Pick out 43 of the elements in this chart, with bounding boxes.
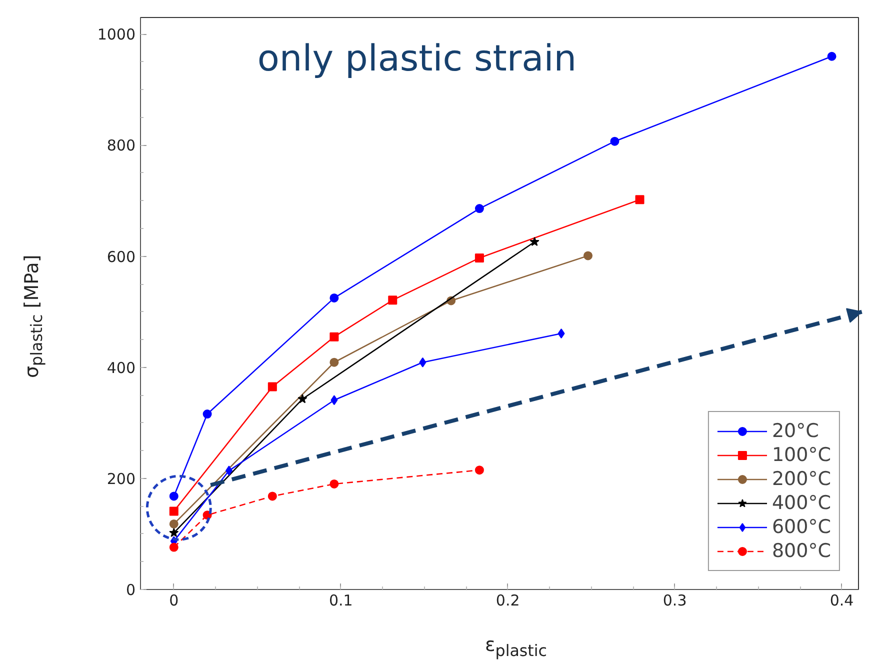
point [419, 357, 426, 368]
point [474, 253, 484, 262]
y-tick-label: 600 [106, 248, 136, 266]
point [558, 328, 565, 338]
point [268, 382, 277, 392]
legend-label: 20°C [772, 420, 819, 442]
point [298, 394, 308, 404]
x-tick-label: 0.3 [662, 592, 687, 610]
y-tick-label: 1000 [97, 26, 136, 44]
point [635, 195, 644, 204]
point [330, 395, 338, 406]
legend-label: 200°C [772, 468, 831, 490]
point [169, 506, 178, 516]
x-tick-label: 0 [169, 592, 179, 610]
y-tick-label: 800 [106, 136, 136, 155]
point [330, 332, 339, 342]
annotation: only plastic strain [257, 38, 577, 80]
point [530, 236, 540, 246]
point [330, 479, 339, 488]
x-tick-label: 0.4 [830, 592, 854, 610]
point [474, 466, 484, 475]
legend-label: 600°C [772, 516, 831, 538]
point [169, 519, 178, 528]
y-tick-label: 200 [106, 470, 136, 488]
point [584, 251, 592, 260]
legend-label: 100°C [772, 444, 831, 466]
point [330, 293, 339, 302]
point [268, 492, 277, 501]
point [202, 410, 212, 419]
point [169, 542, 178, 552]
point [388, 296, 398, 305]
legend-label: 400°C [772, 492, 831, 514]
point [169, 492, 178, 501]
point [330, 358, 339, 367]
x-axis-title: ε$_{plastic}$ [485, 633, 547, 662]
point [169, 528, 179, 537]
point [474, 204, 484, 214]
x-tick-label: 0.1 [328, 592, 353, 610]
point [827, 52, 836, 61]
point [610, 136, 620, 146]
y-tick-label: 400 [106, 358, 136, 377]
legend-label: 800°C [772, 540, 831, 562]
x-tick-label: 0.2 [496, 592, 520, 610]
